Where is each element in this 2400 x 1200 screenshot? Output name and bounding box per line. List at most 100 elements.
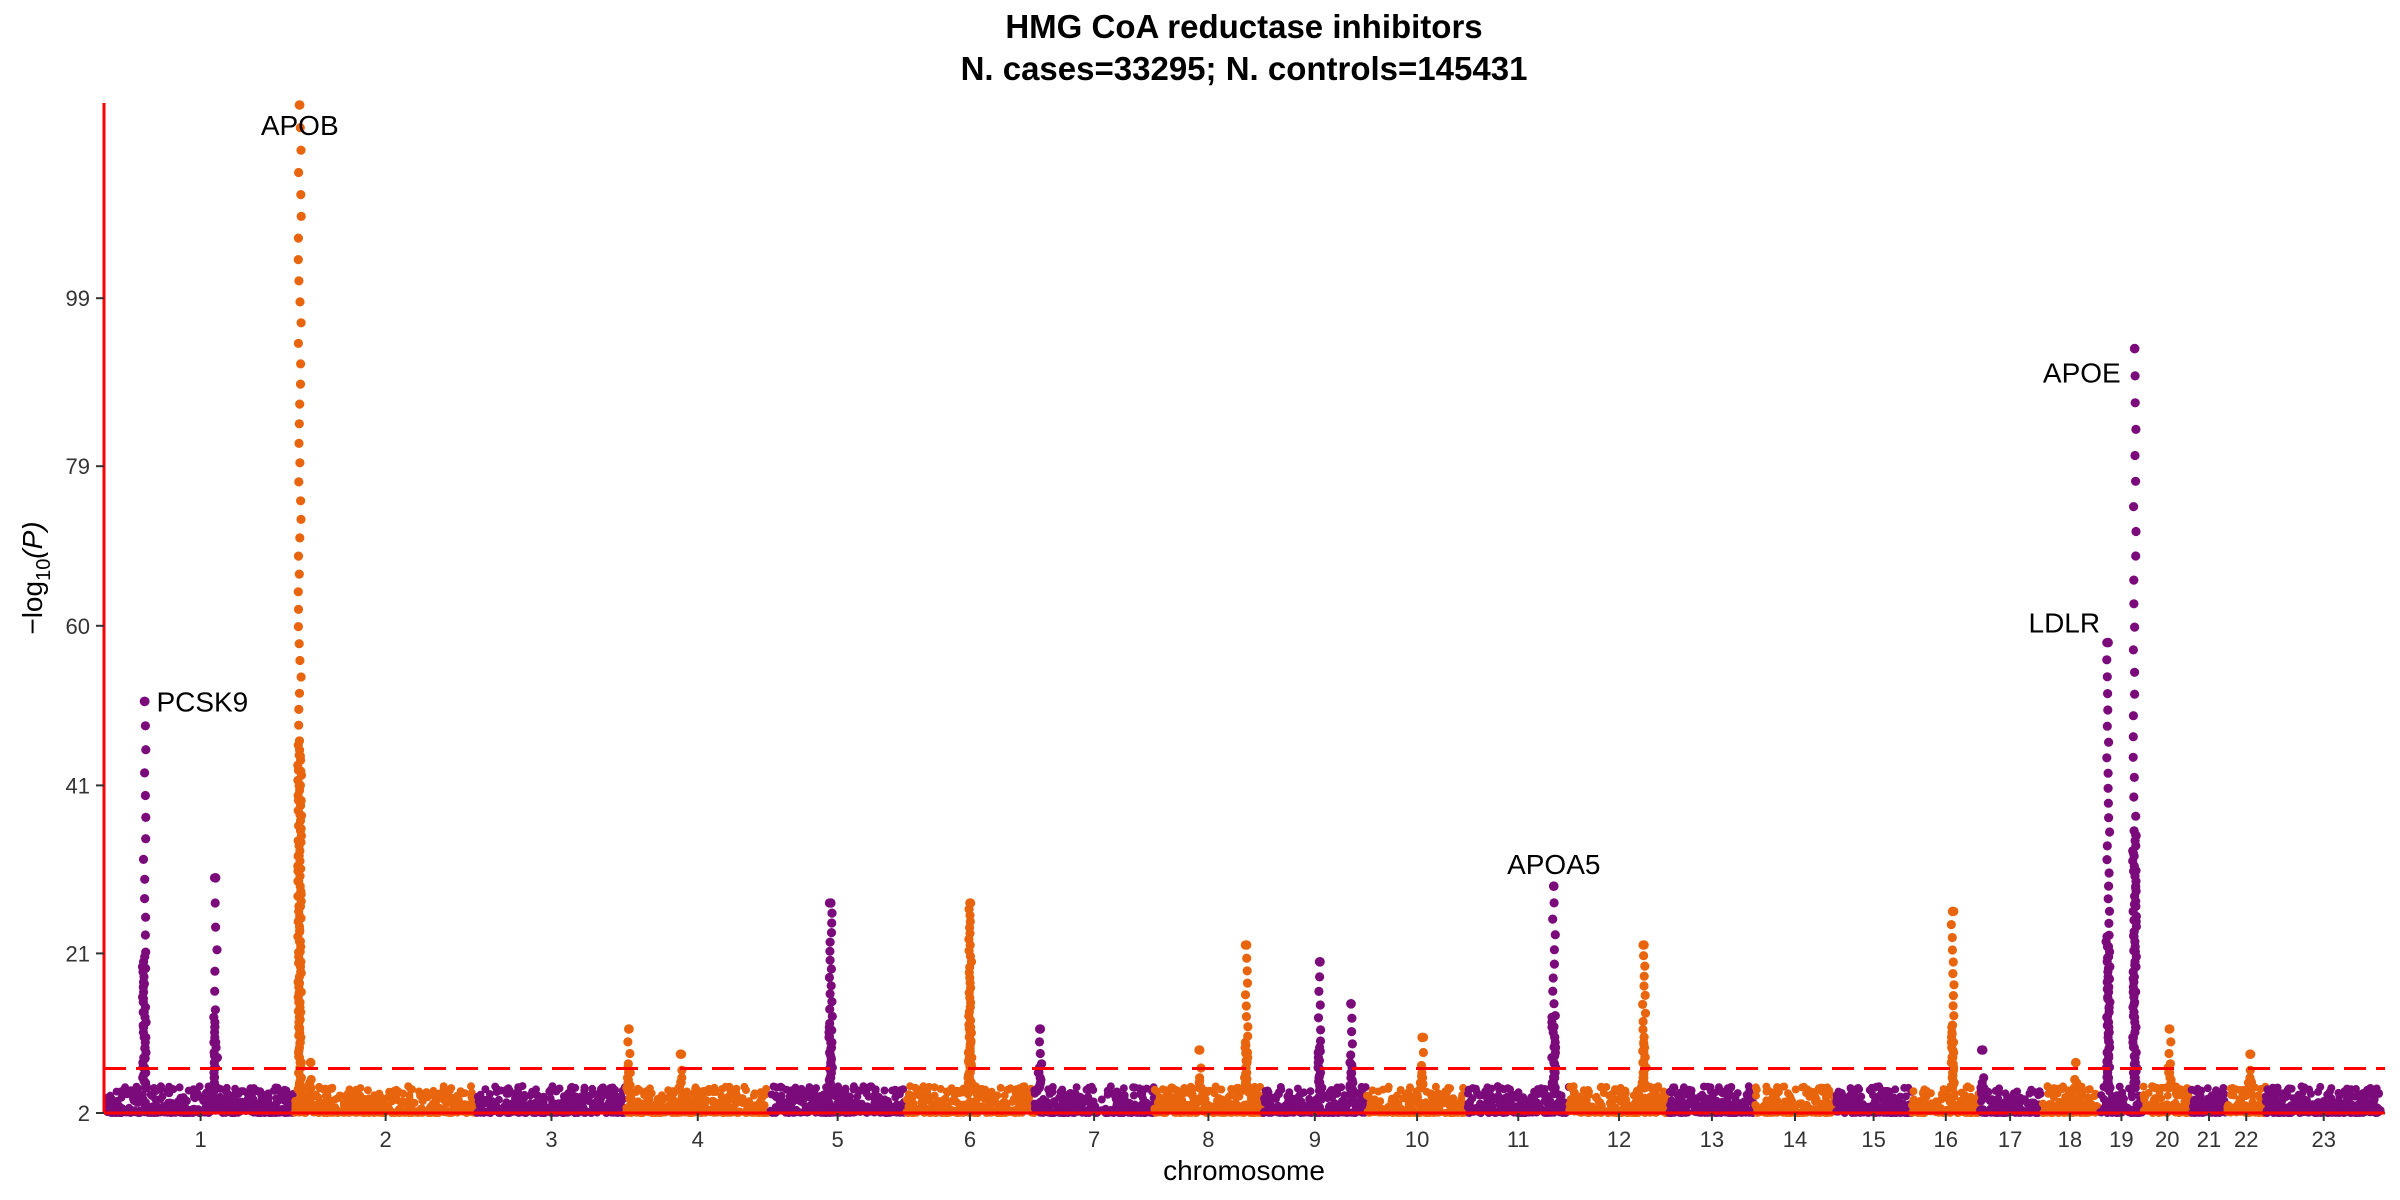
snp-point [218, 1096, 226, 1105]
snp-point [353, 1091, 362, 1100]
snp-point [264, 1096, 273, 1105]
snp-point [295, 379, 306, 389]
snp-point [326, 1100, 335, 1109]
snp-point [1857, 1092, 1866, 1101]
snp-point [1638, 999, 1648, 1010]
snp-point [1786, 1094, 1795, 1103]
snp-point [1109, 1089, 1118, 1098]
snp-point [296, 211, 306, 221]
snp-point [1859, 1100, 1867, 1109]
snp-point [1415, 1102, 1424, 1111]
snp-point [2031, 1088, 2040, 1097]
snp-point [677, 1073, 687, 1083]
snp-point [237, 1087, 246, 1096]
snp-point [643, 1096, 652, 1105]
snp-point [1639, 1037, 1649, 1047]
snp-point [1726, 1083, 1735, 1092]
chromosome-16-points [1908, 906, 1983, 1117]
snp-point [291, 1101, 300, 1110]
snp-point [1374, 1087, 1383, 1096]
snp-point [1948, 969, 1958, 979]
snp-point [824, 1022, 834, 1032]
snp-point [725, 1082, 734, 1091]
snp-point [1744, 1093, 1753, 1102]
chromosome-8-points [1150, 940, 1266, 1117]
snp-point [1946, 920, 1956, 930]
snp-point [1340, 1091, 1349, 1100]
snp-point [1949, 980, 1959, 990]
snp-point [439, 1082, 448, 1091]
snp-point [1880, 1098, 1889, 1106]
snp-point [1298, 1089, 1307, 1098]
snp-point [1503, 1084, 1512, 1093]
chromosome-5-points [766, 898, 910, 1117]
snp-point [1705, 1095, 1714, 1104]
peak-top-point [1639, 940, 1649, 950]
snp-point [293, 233, 303, 243]
snp-point [1549, 959, 1559, 969]
snp-point [141, 745, 151, 755]
snp-point [1639, 981, 1649, 991]
snp-point [807, 1100, 816, 1109]
snp-point [1891, 1085, 1900, 1094]
snp-point [282, 1086, 291, 1095]
snp-point [1730, 1092, 1739, 1101]
snp-point [231, 1084, 240, 1093]
snp-point [1035, 1048, 1045, 1059]
snp-point [1180, 1089, 1189, 1097]
snp-point [1022, 1102, 1031, 1111]
snp-point [1229, 1085, 1238, 1094]
snp-point [140, 874, 150, 884]
snp-point [1657, 1093, 1666, 1102]
snp-point [140, 894, 150, 904]
snp-point [1508, 1092, 1517, 1101]
snp-point [546, 1094, 555, 1103]
snp-point [132, 1082, 141, 1091]
peak-top-point [826, 898, 836, 908]
snp-point [827, 918, 837, 928]
snp-point [1164, 1091, 1173, 1100]
snp-point [1607, 1099, 1616, 1107]
snp-point [158, 1092, 167, 1101]
chromosome-17-points [1976, 1045, 2045, 1117]
snp-point [294, 720, 304, 730]
snp-point [1084, 1083, 1093, 1092]
snp-point [999, 1103, 1008, 1112]
snp-point [1497, 1100, 1506, 1109]
snp-point [1896, 1092, 1905, 1101]
snp-point [210, 898, 220, 908]
snp-point [1530, 1087, 1539, 1096]
snp-point [370, 1091, 379, 1100]
snp-point [415, 1087, 423, 1096]
snp-point [825, 937, 835, 947]
snp-point [318, 1099, 327, 1108]
snp-point [849, 1099, 858, 1108]
snp-point [1769, 1096, 1778, 1105]
snp-point [1347, 1013, 1357, 1023]
snp-point [1698, 1103, 1707, 1112]
chromosome-4-points [622, 1024, 773, 1117]
snp-point [1171, 1095, 1179, 1104]
snp-point [623, 1037, 633, 1047]
snp-point [293, 604, 304, 615]
snp-point [749, 1091, 758, 1100]
peak-top-point [210, 873, 221, 883]
snp-point [210, 1105, 219, 1114]
snp-point [325, 1084, 334, 1093]
snp-point [891, 1086, 900, 1095]
snp-point [607, 1084, 616, 1093]
snp-point [1999, 1098, 2008, 1107]
snp-point [293, 622, 303, 632]
snp-point [742, 1086, 750, 1095]
snp-point [1888, 1100, 1897, 1109]
snp-point [1138, 1092, 1146, 1100]
snp-point [1849, 1092, 1858, 1101]
snp-point [1653, 1083, 1662, 1092]
snp-point [915, 1104, 924, 1113]
snp-point [467, 1082, 475, 1091]
snp-point [1487, 1084, 1496, 1093]
snp-point [812, 1084, 821, 1093]
snp-point [295, 297, 305, 307]
snp-point [295, 399, 305, 409]
snp-point [1240, 1037, 1250, 1047]
